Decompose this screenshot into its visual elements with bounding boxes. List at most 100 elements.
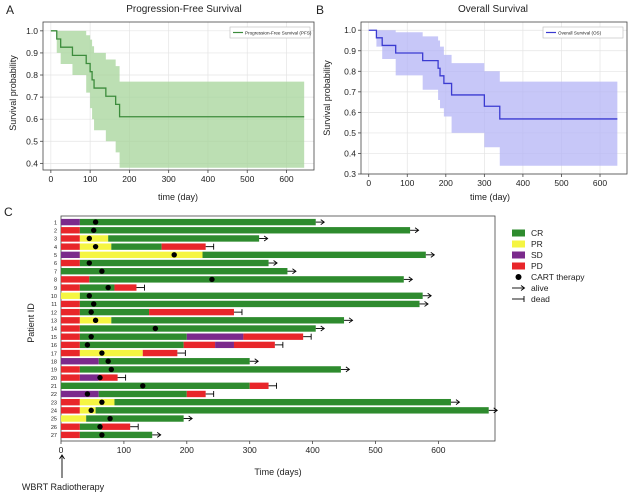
patient-id-label: 13 bbox=[51, 319, 57, 325]
swimmer-segment-sd bbox=[215, 341, 234, 349]
os-y-tick-label: 0.8 bbox=[344, 66, 356, 76]
patient-id-label: 9 bbox=[54, 286, 57, 292]
os-plot-frame bbox=[360, 21, 628, 175]
swimmer-segment-cr bbox=[79, 333, 187, 340]
alive-arrow-head bbox=[430, 251, 436, 258]
os-y-tick-label: 0.3 bbox=[344, 169, 356, 179]
patient-id-label: 25 bbox=[51, 417, 57, 423]
cart-therapy-dot bbox=[86, 293, 93, 299]
swimmer-segment-pd bbox=[101, 423, 131, 430]
swimmer-segment-cr bbox=[79, 218, 316, 226]
swimmer-segment-sd bbox=[61, 358, 99, 365]
cart-therapy-dot bbox=[91, 227, 97, 233]
legend-pd-swatch bbox=[512, 262, 525, 270]
legend-alive-swatch-head bbox=[520, 285, 526, 291]
swimmer-segment-pd bbox=[233, 341, 275, 349]
patient-id-label: 21 bbox=[51, 384, 57, 390]
cart-therapy-dot bbox=[209, 276, 215, 283]
patient-id-label: 2 bbox=[54, 228, 57, 234]
pfs-x-axis-label: time (day) bbox=[158, 192, 198, 202]
swimmer-segment-sd bbox=[79, 374, 99, 381]
swimmer-segment-cr bbox=[79, 308, 150, 316]
swimmer-segment-pd bbox=[61, 349, 80, 357]
pfs-y-tick-label: 0.7 bbox=[26, 92, 38, 102]
os-x-axis-label: time (day) bbox=[470, 192, 510, 202]
swimmer-segment-pd bbox=[61, 423, 80, 430]
swimmer-segment-cr bbox=[111, 317, 345, 324]
swimmer-segment-pd bbox=[61, 235, 80, 242]
alive-arrow-head bbox=[273, 260, 278, 266]
swimmer-segment-pd bbox=[61, 276, 90, 283]
swimmer-segment-cr bbox=[79, 366, 341, 373]
swimmer-segment-cr bbox=[79, 325, 316, 332]
patient-id-label: 10 bbox=[51, 294, 57, 300]
os-y-tick-label: 0.4 bbox=[344, 148, 356, 158]
cart-therapy-dot bbox=[97, 374, 103, 381]
legend-sd-swatch bbox=[512, 251, 525, 259]
swimmer-segment-pd bbox=[61, 407, 80, 414]
cart-therapy-dot bbox=[88, 309, 94, 315]
panel-letter-c: C bbox=[4, 205, 13, 219]
os-x-tick-label: 100 bbox=[400, 178, 414, 188]
pfs-x-tick-label: 600 bbox=[279, 174, 293, 184]
patient-id-label: 8 bbox=[54, 278, 57, 284]
patient-id-label: 12 bbox=[51, 310, 57, 316]
swimmer-segment-pr bbox=[79, 398, 115, 406]
swimmer-segment-pd bbox=[114, 284, 137, 291]
patient-id-label: 24 bbox=[51, 409, 57, 415]
alive-arrow-head bbox=[493, 407, 498, 414]
swimmer-segment-cr bbox=[79, 292, 423, 299]
swimmer-segment-pd bbox=[61, 308, 80, 316]
swimmer-x-tick-label: 200 bbox=[180, 445, 194, 455]
swimmer-segment-pd bbox=[61, 366, 80, 373]
swimmer-x-tick-label: 600 bbox=[431, 445, 445, 455]
os-legend-label: Overall Survival (OS) bbox=[558, 31, 602, 36]
swimmer-segment-cr bbox=[202, 251, 426, 259]
pfs-y-tick-label: 0.8 bbox=[26, 70, 38, 80]
alive-arrow-head bbox=[188, 415, 193, 422]
patient-id-label: 19 bbox=[51, 368, 57, 374]
swimmer-segment-cr bbox=[79, 227, 411, 234]
cart-therapy-dot bbox=[99, 350, 105, 356]
cart-therapy-dot bbox=[88, 407, 94, 414]
swimmer-segment-cr bbox=[114, 398, 451, 406]
swimmer-segment-pd bbox=[186, 390, 206, 398]
panel-letter-b: B bbox=[316, 3, 324, 17]
os-x-tick-label: 500 bbox=[554, 178, 568, 188]
pfs-x-tick-label: 500 bbox=[240, 174, 254, 184]
cart-therapy-dot bbox=[84, 391, 91, 397]
os-y-tick-label: 0.9 bbox=[344, 46, 356, 56]
pfs-legend bbox=[229, 26, 311, 39]
swimmer-segment-pd bbox=[61, 341, 80, 349]
alive-arrow-head bbox=[345, 366, 351, 373]
swimmer-segment-cr bbox=[79, 341, 184, 349]
pfs-y-tick-label: 0.4 bbox=[26, 158, 38, 168]
swimmer-segment-pr bbox=[61, 292, 80, 299]
os-chart: Overall Survival time (day) Survival pro… bbox=[322, 4, 628, 202]
panel-letter-a: A bbox=[6, 3, 14, 17]
os-y-tick-label: 0.7 bbox=[344, 87, 356, 97]
patient-id-label: 1 bbox=[54, 220, 57, 226]
cart-therapy-dot bbox=[99, 399, 105, 405]
cart-therapy-dot bbox=[105, 358, 111, 364]
alive-arrow-head bbox=[427, 292, 432, 299]
patient-id-label: 5 bbox=[54, 253, 57, 259]
wbrt-annotation: WBRT Radiotherapy bbox=[22, 482, 105, 492]
cart-therapy-dot bbox=[105, 284, 111, 291]
patient-id-label: 6 bbox=[54, 261, 57, 267]
swimmer-segment-pd bbox=[61, 325, 80, 332]
pfs-y-axis-label: Survival probability bbox=[8, 55, 18, 131]
swimmer-x-tick-label: 500 bbox=[368, 445, 382, 455]
cart-therapy-dot bbox=[99, 432, 105, 438]
pfs-y-tick-label: 0.6 bbox=[26, 114, 38, 124]
os-y-tick-label: 1.0 bbox=[344, 25, 356, 35]
cart-therapy-dot bbox=[86, 235, 93, 242]
swimmer-y-axis-label: Patient ID bbox=[26, 303, 36, 343]
swimmer-segment-pd bbox=[61, 317, 80, 324]
cart-therapy-dot bbox=[108, 366, 115, 373]
cart-therapy-dot bbox=[107, 415, 113, 422]
swimmer-segment-pd bbox=[61, 259, 80, 267]
patient-id-label: 27 bbox=[51, 433, 57, 439]
pfs-y-tick-label: 0.9 bbox=[26, 48, 38, 58]
legend-cart-therapy-swatch bbox=[515, 274, 522, 280]
